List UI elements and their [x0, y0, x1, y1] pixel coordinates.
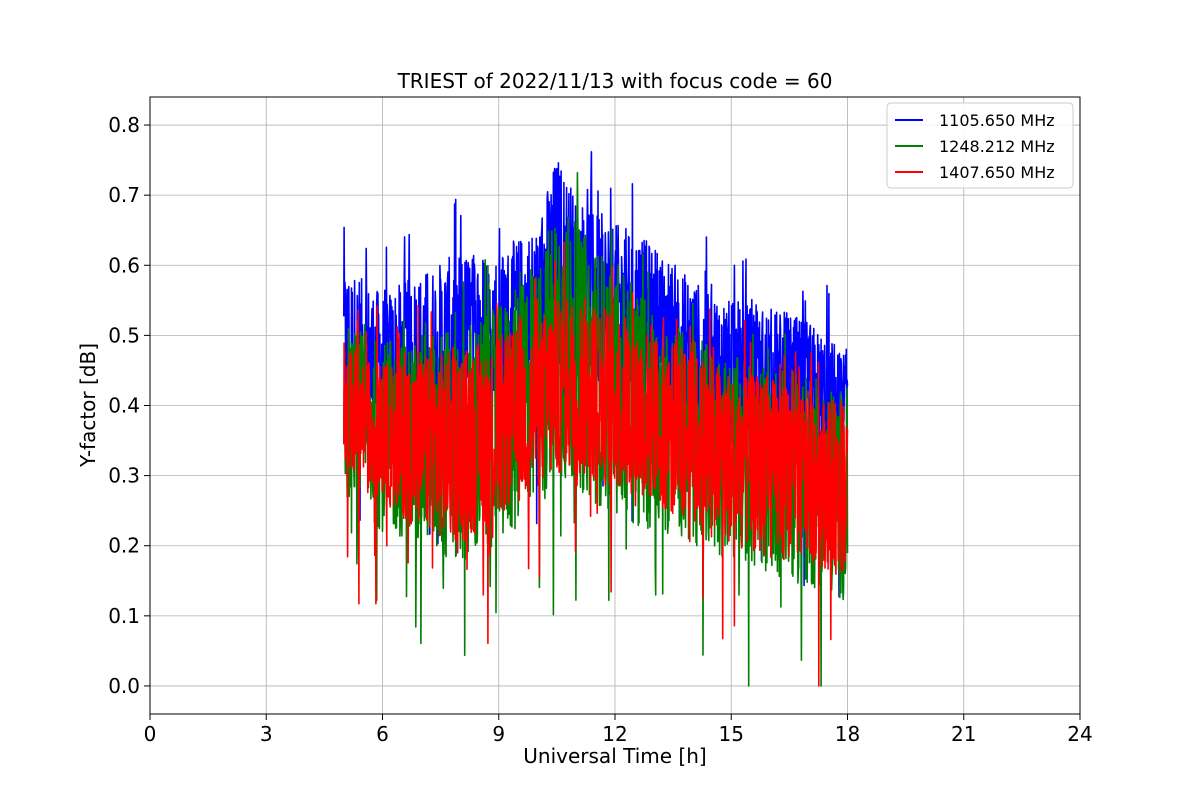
y-tick-label: 0.7 [108, 183, 140, 207]
x-tick-label: 24 [1067, 722, 1092, 746]
x-tick-label: 3 [260, 722, 273, 746]
y-tick-label: 0.5 [108, 323, 140, 347]
x-tick-label: 0 [144, 722, 157, 746]
legend-label: 1248.212 MHz [939, 137, 1055, 156]
axes-ticks: 0 3 6 9 12 15 18 21 24 0.0 0.1 0.2 0.3 0.4 0.5 0.6 0.7 0.… [108, 113, 1093, 746]
legend: 1105.650 MHz 1248.212 MHz 1407.650 MHz [886, 102, 1074, 189]
x-axis-label: Universal Time [h] [523, 744, 706, 768]
y-tick-label: 0.6 [108, 253, 140, 277]
y-tick-label: 0.2 [108, 534, 140, 558]
y-tick-label: 0.8 [108, 113, 140, 137]
legend-label: 1105.650 MHz [939, 111, 1055, 130]
x-tick-label: 15 [719, 722, 744, 746]
y-axis-label: Y-factor [dB] [76, 343, 100, 468]
x-tick-label: 18 [835, 722, 860, 746]
series-line [343, 241, 849, 687]
x-tick-label: 6 [376, 722, 389, 746]
legend-frame [886, 102, 1074, 189]
series-layer [343, 151, 849, 687]
y-tick-label: 0.0 [108, 674, 140, 698]
y-tick-label: 0.1 [108, 604, 140, 628]
x-tick-label: 21 [951, 722, 976, 746]
x-tick-label: 9 [492, 722, 505, 746]
chart-title: TRIEST of 2022/11/13 with focus code = 6… [397, 69, 833, 93]
x-tick-label: 12 [602, 722, 627, 746]
y-tick-label: 0.4 [108, 394, 140, 418]
legend-label: 1407.650 MHz [939, 163, 1055, 182]
y-tick-label: 0.3 [108, 464, 140, 488]
